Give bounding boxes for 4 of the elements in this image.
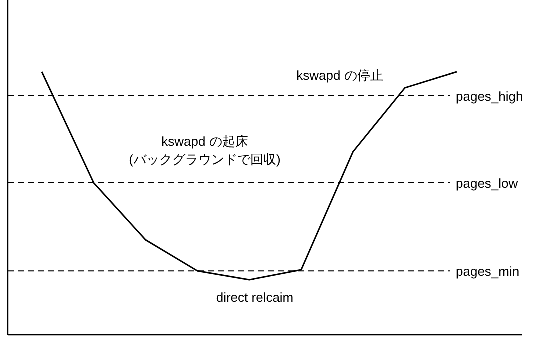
annotation: kswapd の起床	[162, 134, 248, 149]
annotation: (バックグラウンドで回収)	[129, 152, 281, 167]
annotation: kswapd の停止	[296, 68, 384, 83]
annotation: direct relcaim	[216, 290, 294, 305]
